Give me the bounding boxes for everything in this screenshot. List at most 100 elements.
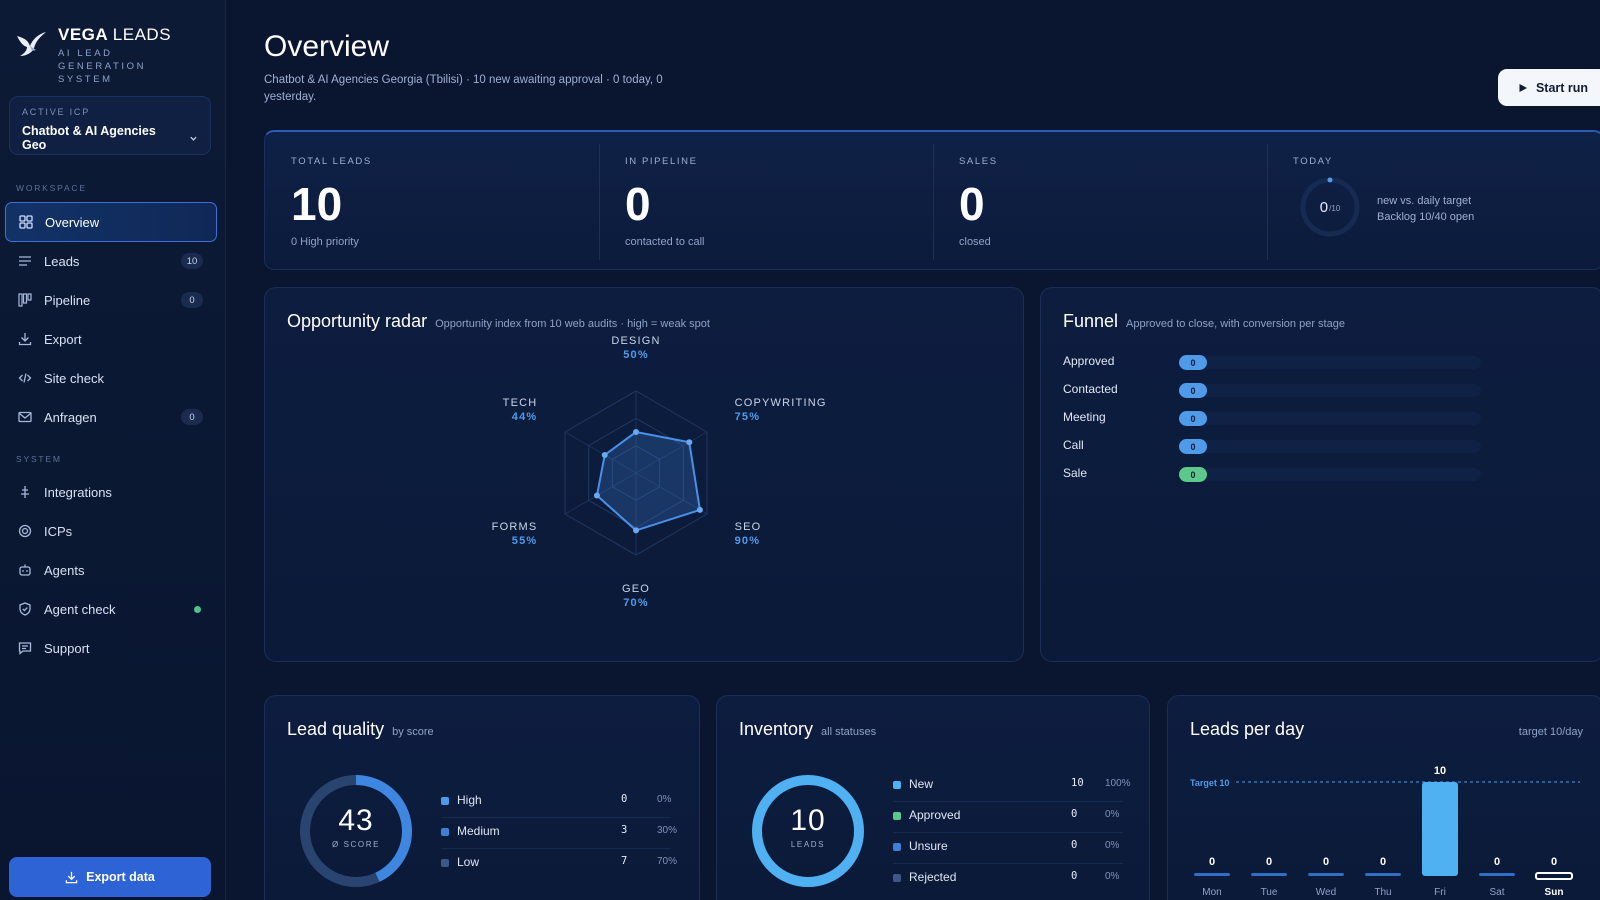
active-icp-value: Chatbot & AI Agencies Geo — [22, 124, 198, 152]
sidebar-item-label: Agents — [44, 562, 85, 578]
divider — [1267, 144, 1268, 260]
funnel-track — [1179, 384, 1481, 397]
opportunity-radar-panel: Opportunity radar Opportunity index from … — [264, 287, 1024, 662]
legend-count: 10 — [1071, 777, 1084, 789]
funnel-stage-label: Contacted — [1063, 382, 1118, 396]
anfragen-count-badge: 0 — [181, 409, 203, 425]
score-center: 43 Ø SCORE — [297, 804, 415, 849]
sidebar-item-overview[interactable]: Overview — [5, 202, 217, 242]
funnel-track — [1179, 412, 1481, 425]
stat-note: 0 High priority — [291, 236, 359, 248]
page-subtitle: Chatbot & AI Agencies Georgia (Tbilisi) … — [264, 74, 663, 103]
shield-icon — [17, 602, 32, 617]
bar-tue — [1251, 873, 1287, 876]
leads-count-badge: 10 — [181, 253, 203, 269]
active-icp-selector[interactable]: ACTIVE ICP Chatbot & AI Agencies Geo — [9, 96, 211, 155]
inventory-total: 10 — [790, 804, 826, 837]
legend-row[interactable]: Approved 0 0% — [893, 807, 1123, 833]
legend-row[interactable]: Low 7 70% — [441, 854, 677, 874]
radar-axis-value: 50% — [623, 349, 649, 361]
category-label: Wed — [1316, 887, 1336, 898]
stat-value: 10 — [291, 178, 343, 230]
brand[interactable]: VEGA LEADS AI LEAD GENERATION SYSTEM — [14, 26, 198, 86]
radar-point-tech — [601, 451, 608, 458]
sidebar-item-anfragen[interactable]: Anfragen 0 — [5, 397, 217, 437]
legend-label: Rejected — [909, 870, 957, 884]
bar-value-label: 10 — [1434, 765, 1446, 777]
funnel-stage-value: 0 — [1179, 411, 1207, 426]
sidebar-item-support[interactable]: Support — [5, 628, 217, 668]
funnel-row[interactable]: Meeting 0 — [1063, 408, 1483, 428]
funnel-track — [1179, 440, 1481, 453]
sidebar-item-label: Pipeline — [44, 292, 91, 308]
legend-label: High — [457, 793, 482, 807]
bar-thu — [1365, 873, 1401, 876]
legend-count: 0 — [1071, 839, 1078, 851]
legend-row[interactable]: Rejected 0 0% — [893, 869, 1123, 889]
legend-row[interactable]: High 0 0% — [441, 792, 671, 818]
row-divider — [893, 801, 1123, 802]
funnel-row[interactable]: Approved 0 — [1063, 352, 1483, 372]
panel-title: Lead quality by score — [287, 719, 434, 739]
start-run-button[interactable]: Start run — [1498, 69, 1600, 106]
legend-row[interactable]: Unsure 0 0% — [893, 838, 1123, 864]
sidebar-item-icps[interactable]: ICPs — [5, 511, 217, 551]
chevron-down-icon — [190, 136, 197, 141]
legend-dot — [893, 874, 901, 882]
target-label: Target 10 — [1190, 778, 1229, 788]
sidebar-item-label: Export — [44, 331, 82, 347]
bar-sat — [1479, 873, 1515, 876]
funnel-row[interactable]: Call 0 — [1063, 436, 1483, 456]
sidebar-item-site-check[interactable]: Site check — [5, 358, 217, 398]
sidebar-item-label: Anfragen — [44, 409, 97, 425]
bar-value-label: 0 — [1551, 856, 1557, 868]
code-icon — [17, 371, 32, 386]
panel-title: Opportunity radar Opportunity index from … — [287, 311, 710, 331]
online-status-dot — [194, 606, 201, 613]
bar-fri — [1422, 782, 1458, 876]
download-icon — [17, 332, 32, 347]
sidebar-item-leads[interactable]: Leads 10 — [5, 241, 217, 281]
legend-percent: 0% — [1105, 809, 1120, 820]
radar-axis-label: COPYWRITING — [735, 397, 827, 409]
stat-in-pipeline[interactable]: IN PIPELINE 0 contacted to call — [599, 132, 933, 272]
page-title: Overview — [264, 30, 390, 63]
divider — [599, 144, 600, 260]
radar-point-copywriting — [686, 439, 693, 446]
brand-tagline: AI LEAD GENERATION SYSTEM — [58, 48, 147, 85]
sidebar-item-integrations[interactable]: Integrations — [5, 472, 217, 512]
radar-axis-value: 55% — [512, 535, 538, 547]
radar-axis-label: FORMS — [492, 521, 538, 533]
funnel-stage-label: Approved — [1063, 354, 1115, 368]
bar-value-label: 0 — [1323, 856, 1329, 868]
bird-logo-icon — [17, 32, 46, 56]
radar-point-seo — [696, 506, 703, 513]
panel-title: Inventory all statuses — [739, 719, 877, 739]
funnel-row[interactable]: Sale 0 — [1063, 464, 1483, 484]
legend-count: 7 — [621, 855, 628, 867]
today-value: 0/10 — [1319, 198, 1341, 216]
sidebar-item-agents[interactable]: Agents — [5, 550, 217, 590]
sidebar-item-label: Site check — [44, 370, 104, 386]
leads-per-day-panel: Leads per day target 10/day Target 10 0 Mo… — [1167, 695, 1600, 900]
radar-axis-label: DESIGN — [611, 335, 660, 347]
radar-axis-value: 70% — [623, 597, 649, 609]
sidebar-item-label: Agent check — [44, 601, 116, 617]
stat-sales[interactable]: SALES 0 closed — [933, 132, 1267, 272]
export-data-button[interactable]: Export data — [9, 857, 211, 897]
pipeline-count-badge: 0 — [181, 292, 203, 308]
stat-today[interactable]: TODAY 0/10 new vs. daily target Backlog … — [1267, 132, 1600, 272]
legend-row[interactable]: New 10 100% — [893, 776, 1131, 802]
sidebar-item-export[interactable]: Export — [5, 319, 217, 359]
sidebar-item-pipeline[interactable]: Pipeline 0 — [5, 280, 217, 320]
legend-count: 0 — [621, 793, 628, 805]
workspace-section-label: WORKSPACE — [16, 183, 87, 193]
radar-point-design — [633, 429, 639, 435]
stat-total-leads[interactable]: TOTAL LEADS 10 0 High priority — [265, 132, 599, 272]
legend-percent: 0% — [1105, 871, 1120, 882]
legend-dot — [893, 812, 901, 820]
category-label: Mon — [1202, 887, 1221, 898]
legend-row[interactable]: Medium 3 30% — [441, 823, 677, 849]
funnel-row[interactable]: Contacted 0 — [1063, 380, 1483, 400]
sidebar-item-agent-check[interactable]: Agent check — [5, 589, 217, 629]
